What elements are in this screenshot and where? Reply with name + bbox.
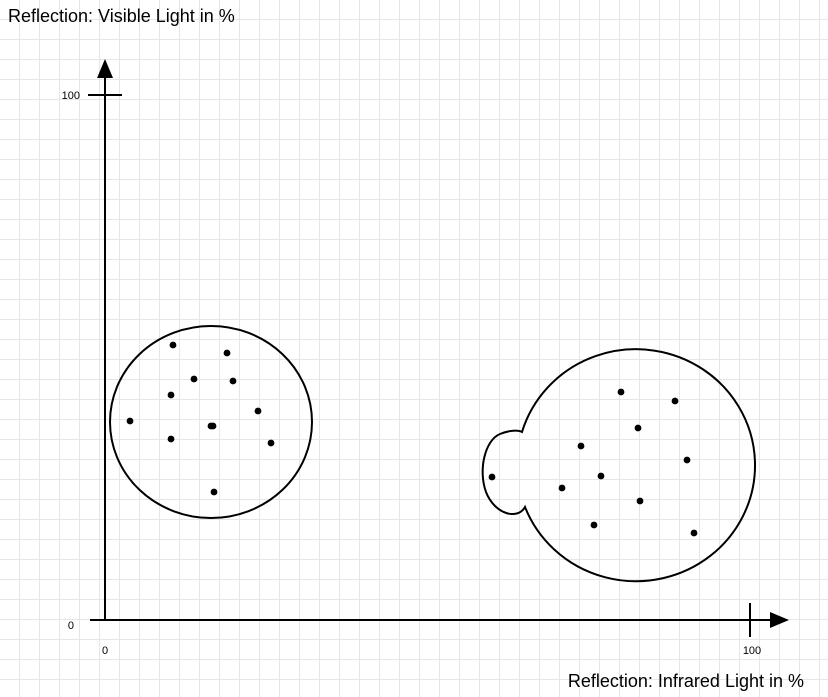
data-point xyxy=(597,472,605,480)
x-axis-arrowhead xyxy=(770,612,789,628)
data-point xyxy=(223,349,231,357)
data-point xyxy=(690,529,698,537)
y-tick-100-label: 100 xyxy=(62,90,80,102)
data-point xyxy=(169,341,177,349)
data-point xyxy=(209,422,217,430)
right-cluster-points xyxy=(488,388,698,537)
data-point xyxy=(267,439,275,447)
data-point xyxy=(558,484,566,492)
data-point xyxy=(190,375,198,383)
data-point xyxy=(683,456,691,464)
data-point xyxy=(488,473,496,481)
y-axis-label: Reflection: Visible Light in % xyxy=(8,6,235,26)
data-point xyxy=(634,424,642,432)
x-tick-100-label: 100 xyxy=(743,645,761,657)
data-point xyxy=(636,497,644,505)
data-point xyxy=(254,407,262,415)
data-point xyxy=(229,377,237,385)
data-point xyxy=(671,397,679,405)
x-axis-label: Reflection: Infrared Light in % xyxy=(567,671,804,691)
right-cluster-outline xyxy=(481,348,756,583)
data-point xyxy=(167,435,175,443)
y-tick-0-label: 0 xyxy=(68,620,74,632)
left-cluster-points xyxy=(126,341,275,496)
data-point xyxy=(210,488,218,496)
data-point xyxy=(577,442,585,450)
x-tick-0-label: 0 xyxy=(102,645,108,657)
left-cluster-outline xyxy=(109,325,313,519)
data-point xyxy=(590,521,598,529)
y-axis-arrowhead xyxy=(97,59,113,78)
data-point xyxy=(617,388,625,396)
data-point xyxy=(126,417,134,425)
data-point xyxy=(167,391,175,399)
